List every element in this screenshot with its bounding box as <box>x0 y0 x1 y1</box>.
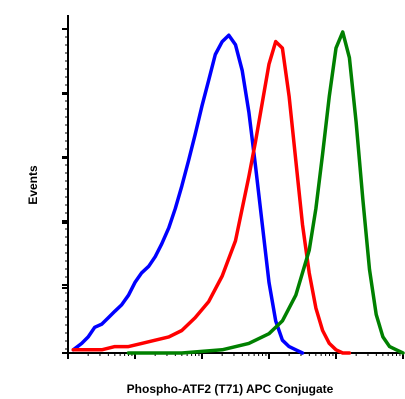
x-axis-label: Phospho-ATF2 (T71) APC Conjugate <box>127 382 334 396</box>
histogram-series-3 <box>126 30 405 355</box>
histogram-series-2 <box>71 39 352 355</box>
histogram-series-1 <box>71 33 305 355</box>
y-axis-label: Events <box>26 165 40 205</box>
y-axis-ticks <box>62 28 68 354</box>
series-layer <box>71 30 405 355</box>
plot-frame <box>67 15 403 354</box>
